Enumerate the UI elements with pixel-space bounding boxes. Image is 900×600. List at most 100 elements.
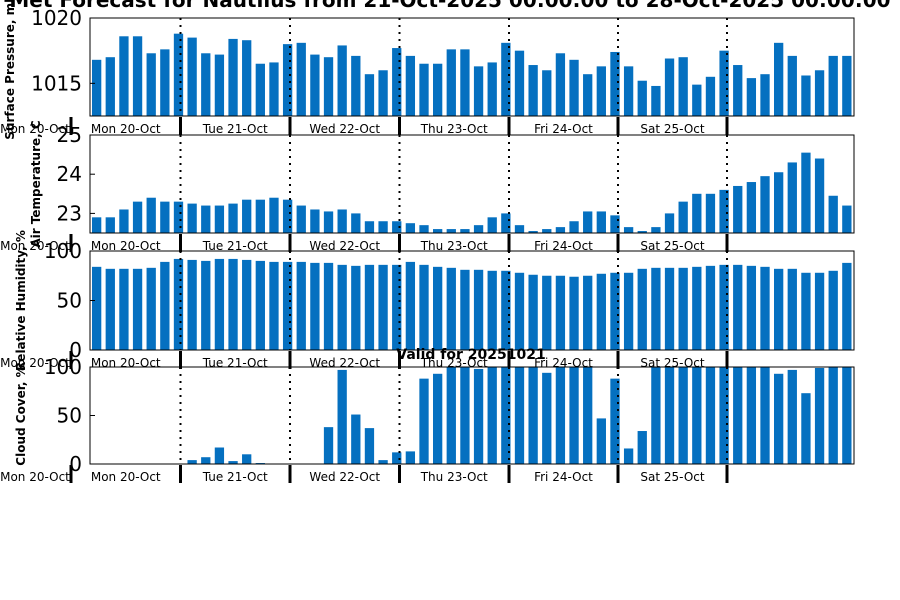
bar xyxy=(378,460,388,464)
bar xyxy=(473,269,484,350)
y-axis-label: Cloud Cover, % xyxy=(14,365,28,465)
bar xyxy=(201,260,211,350)
y-axis-label: Air Temperature, C xyxy=(29,120,43,248)
bar xyxy=(228,203,238,233)
bar xyxy=(623,66,634,116)
bar xyxy=(214,258,225,350)
day-label: Tue 21-Oct xyxy=(202,239,268,253)
bar xyxy=(433,229,443,233)
bar xyxy=(705,193,716,233)
bar xyxy=(801,272,811,350)
bar xyxy=(255,63,265,116)
bar xyxy=(664,58,675,116)
bar xyxy=(351,414,361,464)
bar xyxy=(105,57,115,116)
bar xyxy=(746,367,757,464)
bar xyxy=(787,55,797,116)
bar xyxy=(705,76,716,116)
bar xyxy=(705,265,716,350)
bar xyxy=(678,367,688,464)
bar xyxy=(323,262,334,350)
bar xyxy=(814,367,825,464)
bar xyxy=(583,367,593,464)
day-label: Sat 25-Oct xyxy=(640,122,704,136)
bar xyxy=(269,261,279,350)
bar xyxy=(678,267,688,350)
bar xyxy=(774,172,784,233)
bar xyxy=(214,54,225,116)
figure-title: Met Forecast for Nautilus from 21-Oct-20… xyxy=(9,0,890,12)
y-tick-label: 100 xyxy=(44,355,82,379)
bar xyxy=(583,275,593,350)
bar xyxy=(760,266,770,350)
bar xyxy=(105,217,115,233)
bar xyxy=(160,201,170,233)
bar xyxy=(296,261,306,350)
bar xyxy=(392,221,402,233)
bar xyxy=(801,75,811,116)
day-label: Sat 25-Oct xyxy=(640,239,704,253)
bar xyxy=(446,49,456,116)
bar xyxy=(296,42,306,116)
bar xyxy=(446,367,456,464)
bar xyxy=(569,221,579,233)
day-label: Sat 25-Oct xyxy=(640,470,704,484)
bar xyxy=(842,367,852,464)
bar xyxy=(173,33,184,116)
bar xyxy=(214,205,225,233)
bar xyxy=(569,367,579,464)
bar xyxy=(569,59,579,116)
bar xyxy=(310,209,320,233)
bar xyxy=(351,213,361,233)
day-label: Fri 24-Oct xyxy=(534,239,593,253)
bar xyxy=(596,273,606,350)
bar xyxy=(419,63,429,116)
bar xyxy=(473,368,484,464)
day-label-edge: Mon 20-Oct xyxy=(0,239,70,253)
y-axis-label: Surface Pressure, mb xyxy=(3,0,17,140)
day-label: Mon 20-Oct xyxy=(91,122,161,136)
bar xyxy=(719,367,729,464)
bar xyxy=(364,74,375,116)
bar xyxy=(828,195,838,233)
bar xyxy=(419,264,429,350)
bar xyxy=(296,205,306,233)
y-tick-label: 50 xyxy=(57,404,82,428)
bar xyxy=(774,42,784,116)
bar xyxy=(610,378,620,464)
bar xyxy=(392,452,402,464)
bar xyxy=(514,50,525,116)
bar xyxy=(323,427,334,464)
bar xyxy=(760,367,770,464)
bar xyxy=(473,225,484,233)
bar xyxy=(814,158,825,233)
bar xyxy=(610,215,620,233)
bar xyxy=(787,162,797,233)
bar xyxy=(173,201,184,233)
bar xyxy=(719,264,729,350)
bar xyxy=(364,264,375,350)
bar xyxy=(405,223,416,233)
y-tick-label: 1020 xyxy=(31,6,82,30)
bar xyxy=(446,267,456,350)
bar xyxy=(92,59,102,116)
bar xyxy=(651,367,661,464)
bar xyxy=(378,221,388,233)
bar xyxy=(364,221,375,233)
day-label: Tue 21-Oct xyxy=(202,470,268,484)
bar xyxy=(814,70,825,116)
bar xyxy=(201,53,211,116)
bar xyxy=(132,268,143,350)
bar xyxy=(487,217,497,233)
bar xyxy=(787,369,797,464)
bar xyxy=(596,66,606,116)
bar xyxy=(678,57,688,116)
bar xyxy=(678,201,688,233)
bar xyxy=(501,42,511,116)
bar xyxy=(842,205,852,233)
day-label-edge: Mon 20-Oct xyxy=(0,356,70,370)
bar xyxy=(433,63,443,116)
bar xyxy=(705,367,716,464)
bar xyxy=(105,268,115,350)
